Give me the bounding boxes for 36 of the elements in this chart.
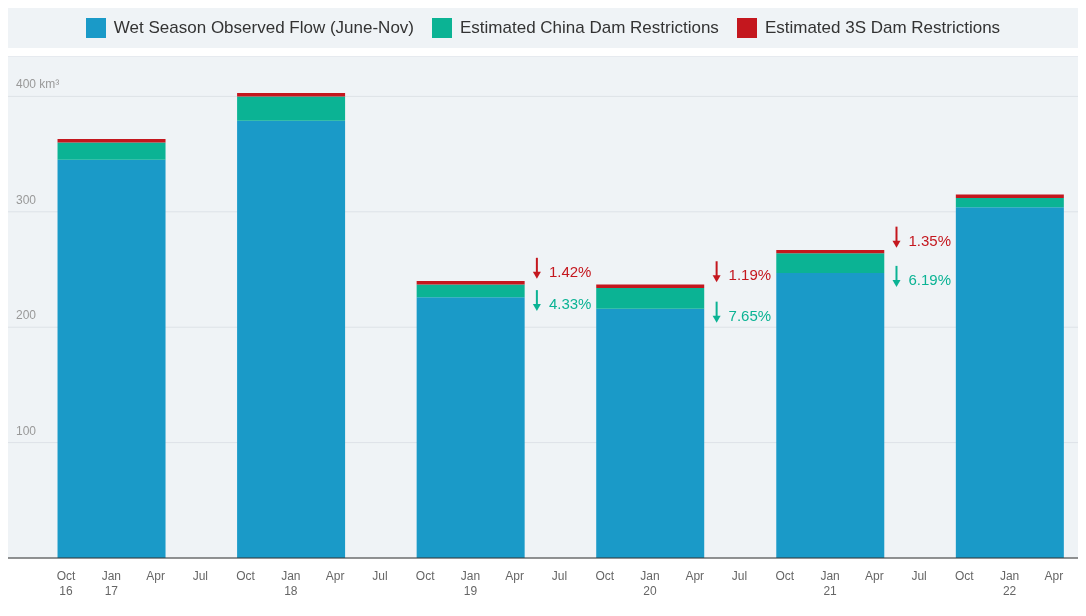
legend-label: Estimated 3S Dam Restrictions bbox=[764, 18, 1001, 38]
annotation: 1.42% bbox=[548, 262, 592, 280]
x-tick-label: Apr bbox=[1044, 569, 1064, 583]
x-tick-label: Jan 18 bbox=[281, 569, 301, 598]
x-tick-label: Oct bbox=[775, 569, 795, 583]
x-tick-label: Jul bbox=[551, 569, 568, 583]
x-tick-label: Oct bbox=[415, 569, 436, 583]
x-tick-label: Jul bbox=[731, 569, 748, 583]
annotation: 4.33% bbox=[548, 295, 592, 313]
x-tick-label: Apr bbox=[325, 569, 345, 583]
x-tick-label: Apr bbox=[146, 569, 165, 583]
x-tick-label: Jan 22 bbox=[999, 569, 1020, 598]
x-tick-label: Oct bbox=[595, 569, 615, 583]
x-tick-label: Apr bbox=[505, 569, 525, 583]
x-tick-label: Oct bbox=[955, 569, 975, 583]
legend-label: Wet Season Observed Flow (June-Nov) bbox=[113, 18, 414, 38]
x-tick-label: Jan 20 bbox=[640, 569, 660, 598]
x-tick-label: Apr bbox=[864, 569, 884, 583]
annotation: 6.19% bbox=[908, 270, 952, 288]
x-tick-label: Jul bbox=[372, 569, 388, 583]
y-tick-label: 200 bbox=[16, 308, 37, 323]
annotation: 1.35% bbox=[908, 231, 952, 249]
legend-label: Estimated China Dam Restrictions bbox=[460, 18, 719, 38]
x-tick-label: Apr bbox=[685, 569, 705, 583]
x-tick-label: Jan 17 bbox=[101, 569, 121, 598]
x-tick-label: Jul bbox=[911, 569, 927, 583]
y-tick-label: 300 bbox=[16, 192, 37, 207]
annotation: 7.65% bbox=[728, 306, 772, 324]
x-tick-label: Oct bbox=[236, 569, 256, 583]
y-tick-label: 100 bbox=[16, 423, 37, 438]
x-tick-label: Jan 21 bbox=[820, 569, 840, 598]
x-tick-label: Jul bbox=[192, 569, 209, 583]
x-tick-label: Oct 16 bbox=[56, 569, 77, 598]
y-tick-label: 400 km³ bbox=[16, 77, 60, 92]
annotation: 1.19% bbox=[728, 266, 772, 284]
x-tick-label: Jan 19 bbox=[460, 569, 481, 598]
